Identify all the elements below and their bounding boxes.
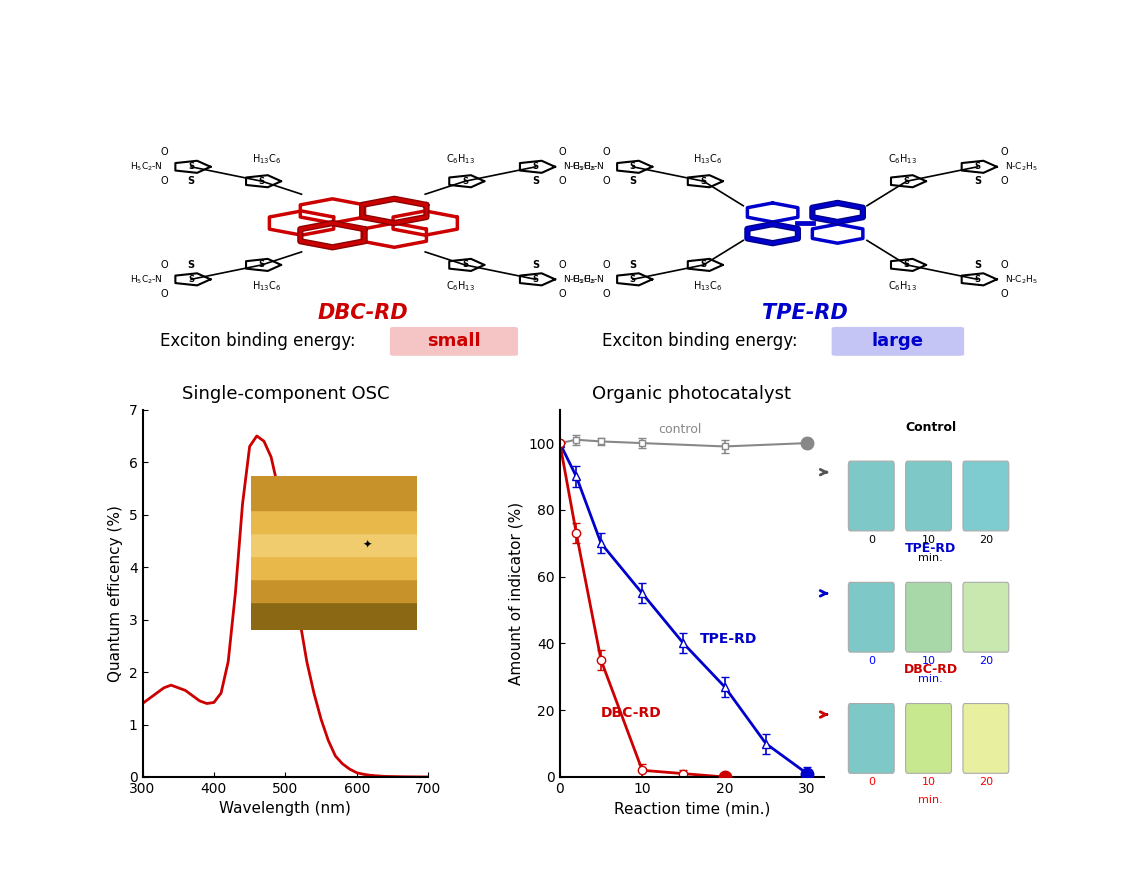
Text: 20: 20 (979, 656, 993, 666)
Text: O: O (559, 176, 565, 186)
Text: H$_5$C$_2$-N: H$_5$C$_2$-N (572, 273, 605, 285)
Text: S: S (974, 260, 980, 270)
Text: 10: 10 (921, 777, 936, 787)
Text: DBC-RD: DBC-RD (318, 303, 409, 322)
Text: N-C$_2$H$_5$: N-C$_2$H$_5$ (1005, 273, 1039, 285)
Text: large: large (872, 333, 923, 350)
Text: 20: 20 (979, 534, 993, 545)
Text: Control: Control (905, 421, 956, 434)
Text: N-C$_2$H$_5$: N-C$_2$H$_5$ (1005, 161, 1039, 173)
X-axis label: Wavelength (nm): Wavelength (nm) (219, 801, 351, 816)
Text: S: S (259, 260, 264, 270)
Text: S: S (188, 162, 194, 171)
Text: S: S (532, 275, 539, 284)
FancyBboxPatch shape (905, 461, 952, 531)
FancyBboxPatch shape (905, 704, 952, 773)
Text: O: O (603, 148, 610, 157)
Text: TPE-RD: TPE-RD (905, 542, 956, 555)
Text: S: S (188, 275, 194, 284)
Text: H$_{13}$C$_6$: H$_{13}$C$_6$ (693, 279, 723, 293)
Title: Organic photocatalyst: Organic photocatalyst (592, 385, 791, 402)
Text: S: S (629, 275, 636, 284)
Text: S: S (532, 162, 539, 171)
Text: small: small (426, 333, 480, 350)
Text: H$_{13}$C$_6$: H$_{13}$C$_6$ (693, 153, 723, 167)
Text: S: S (629, 260, 636, 270)
Text: N-C$_2$H$_5$: N-C$_2$H$_5$ (563, 161, 596, 173)
Text: C$_6$H$_{13}$: C$_6$H$_{13}$ (446, 153, 475, 167)
Text: O: O (559, 148, 565, 157)
Text: S: S (975, 162, 980, 171)
FancyBboxPatch shape (963, 582, 1009, 652)
Text: 0: 0 (868, 534, 874, 545)
Text: S: S (462, 176, 469, 186)
Text: H$_{13}$C$_6$: H$_{13}$C$_6$ (252, 279, 280, 293)
FancyBboxPatch shape (390, 327, 518, 356)
Text: S: S (629, 176, 636, 186)
Text: S: S (904, 176, 910, 186)
Text: O: O (1000, 260, 1008, 270)
Text: 20: 20 (979, 777, 993, 787)
Text: H$_5$C$_2$-N: H$_5$C$_2$-N (572, 161, 605, 173)
Text: O: O (603, 176, 610, 186)
Y-axis label: Quantum efficency (%): Quantum efficency (%) (108, 505, 123, 682)
Text: Exciton binding energy:: Exciton binding energy: (160, 333, 356, 350)
Text: S: S (975, 275, 980, 284)
FancyBboxPatch shape (905, 582, 952, 652)
Text: 0: 0 (868, 777, 874, 787)
FancyBboxPatch shape (963, 704, 1009, 773)
Text: TPE-RD: TPE-RD (700, 632, 757, 646)
Text: O: O (161, 176, 169, 186)
Text: O: O (603, 289, 610, 299)
Text: O: O (1000, 148, 1008, 157)
Text: min.: min. (918, 674, 943, 684)
Text: S: S (187, 176, 195, 186)
Text: C$_6$H$_{13}$: C$_6$H$_{13}$ (888, 279, 917, 293)
FancyBboxPatch shape (848, 461, 894, 531)
FancyBboxPatch shape (832, 327, 964, 356)
Text: H$_5$C$_2$-N: H$_5$C$_2$-N (130, 161, 163, 173)
Text: O: O (559, 260, 565, 270)
Text: O: O (1000, 176, 1008, 186)
FancyBboxPatch shape (848, 582, 894, 652)
Text: N-C$_2$H$_5$: N-C$_2$H$_5$ (563, 273, 596, 285)
Text: O: O (1000, 289, 1008, 299)
Text: O: O (161, 289, 169, 299)
Text: min.: min. (918, 553, 943, 563)
Text: S: S (904, 260, 910, 270)
Text: 0: 0 (868, 656, 874, 666)
Text: DBC-RD: DBC-RD (601, 706, 662, 720)
Text: 10: 10 (921, 534, 936, 545)
Text: DBC-RD: DBC-RD (903, 663, 958, 676)
X-axis label: Reaction time (min.): Reaction time (min.) (613, 801, 770, 816)
Text: H$_5$C$_2$-N: H$_5$C$_2$-N (130, 273, 163, 285)
FancyBboxPatch shape (963, 461, 1009, 531)
Text: Exciton binding energy:: Exciton binding energy: (602, 333, 798, 350)
Text: O: O (603, 260, 610, 270)
Text: TPE-RD: TPE-RD (763, 303, 848, 322)
Text: H$_{13}$C$_6$: H$_{13}$C$_6$ (252, 153, 280, 167)
Text: C$_6$H$_{13}$: C$_6$H$_{13}$ (888, 153, 917, 167)
Text: S: S (974, 176, 980, 186)
Text: min.: min. (918, 795, 943, 805)
Text: S: S (187, 260, 195, 270)
Text: S: S (532, 260, 539, 270)
Text: 10: 10 (921, 656, 936, 666)
Text: S: S (259, 176, 264, 186)
Text: control: control (659, 423, 702, 436)
Title: Single-component OSC: Single-component OSC (181, 385, 389, 402)
Text: S: S (700, 176, 707, 186)
Text: S: S (700, 260, 707, 270)
Text: O: O (161, 260, 169, 270)
Y-axis label: Amount of indicator (%): Amount of indicator (%) (508, 502, 523, 685)
Text: O: O (559, 289, 565, 299)
Text: C$_6$H$_{13}$: C$_6$H$_{13}$ (446, 279, 475, 293)
Text: S: S (462, 260, 469, 270)
Text: O: O (161, 148, 169, 157)
Text: S: S (629, 162, 636, 171)
FancyBboxPatch shape (848, 704, 894, 773)
Text: S: S (532, 176, 539, 186)
